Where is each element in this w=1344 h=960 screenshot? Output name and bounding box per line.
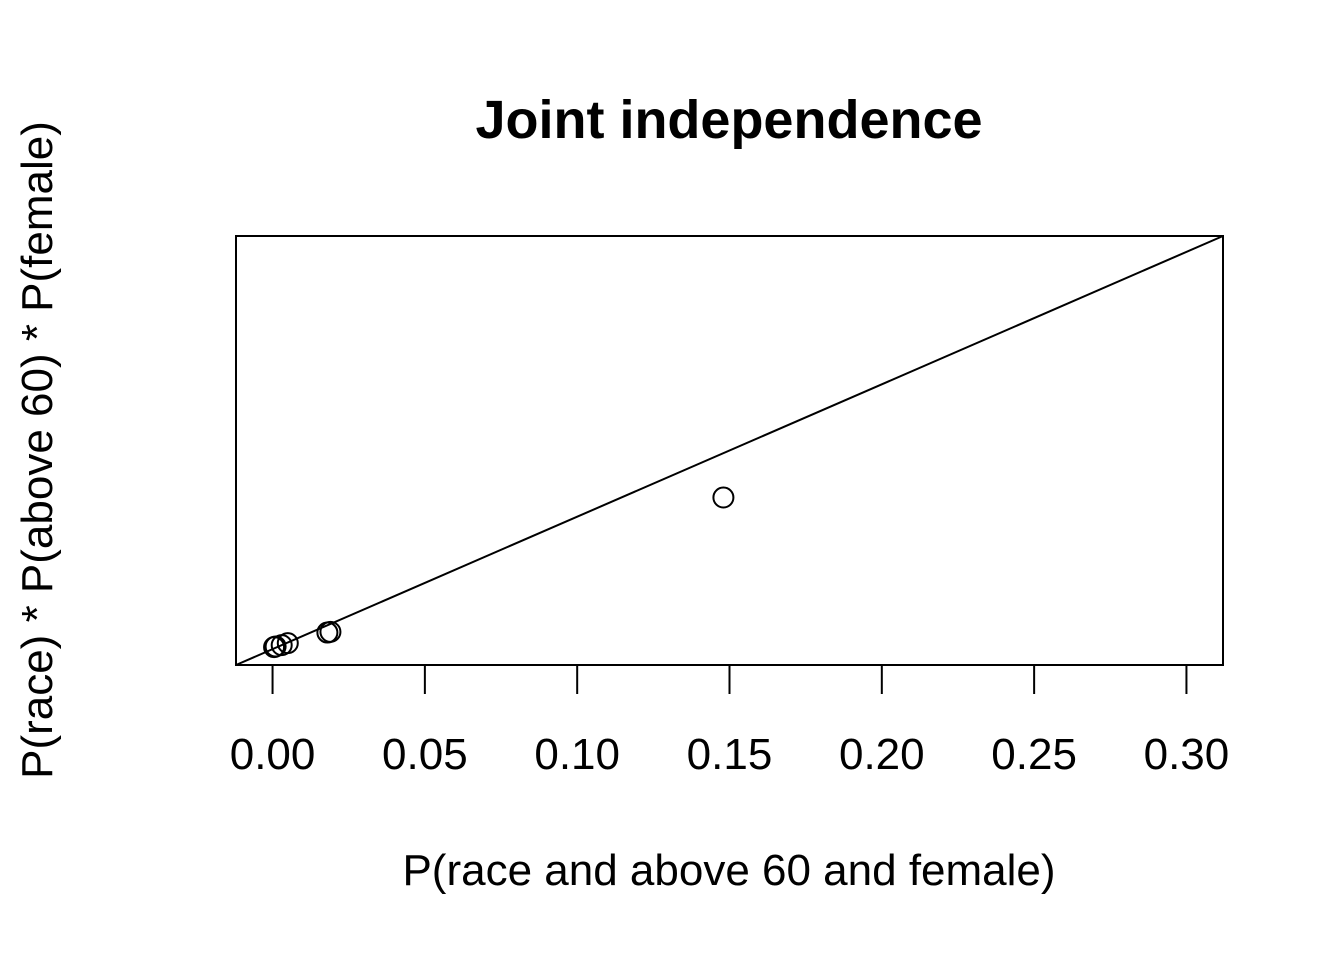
x-tick-label: 0.25	[991, 730, 1077, 779]
x-tick-label: 0.20	[839, 730, 925, 779]
x-tick-label: 0.00	[230, 730, 316, 779]
x-tick-label: 0.30	[1144, 730, 1230, 779]
x-tick-label: 0.05	[382, 730, 468, 779]
reference-line	[235, 235, 1224, 666]
x-axis: 0.00 0.05 0.10 0.15 0.20 0.25 0.30	[230, 665, 1230, 779]
y-axis-label: P(race) * P(above 60) * P(female)	[13, 121, 62, 779]
data-point	[712, 486, 735, 509]
data-points	[263, 486, 735, 659]
data-point	[319, 620, 342, 643]
data-point	[263, 636, 286, 659]
x-axis-label: P(race and above 60 and female)	[402, 846, 1055, 895]
x-tick-label: 0.10	[534, 730, 620, 779]
x-tick-label: 0.15	[687, 730, 773, 779]
chart-title: Joint independence	[475, 90, 982, 150]
